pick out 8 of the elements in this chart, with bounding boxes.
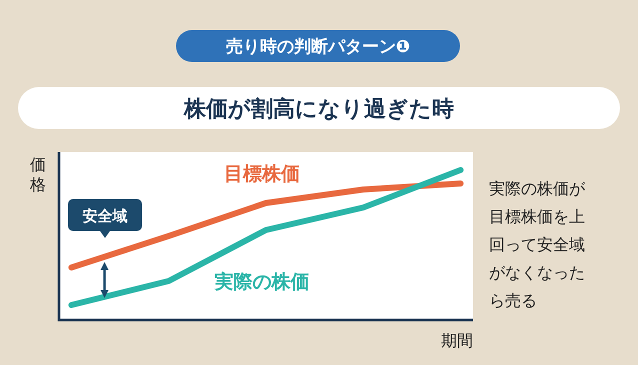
annotation: 安全域 [82,207,128,225]
text: 実際の株価が目標株価を上回って安全域がなくなったら売る [489,179,586,310]
series-label: 目標株価 [224,163,300,185]
chart-title: 株価が割高になり過ぎた時 [183,96,454,122]
y-axis-title: 価格 [29,155,46,194]
x-axis-title: 期間 [441,331,473,350]
chart-subtitle: 売り時の判断パターン❶ [226,37,410,57]
series-label: 実際の株価 [214,271,310,293]
